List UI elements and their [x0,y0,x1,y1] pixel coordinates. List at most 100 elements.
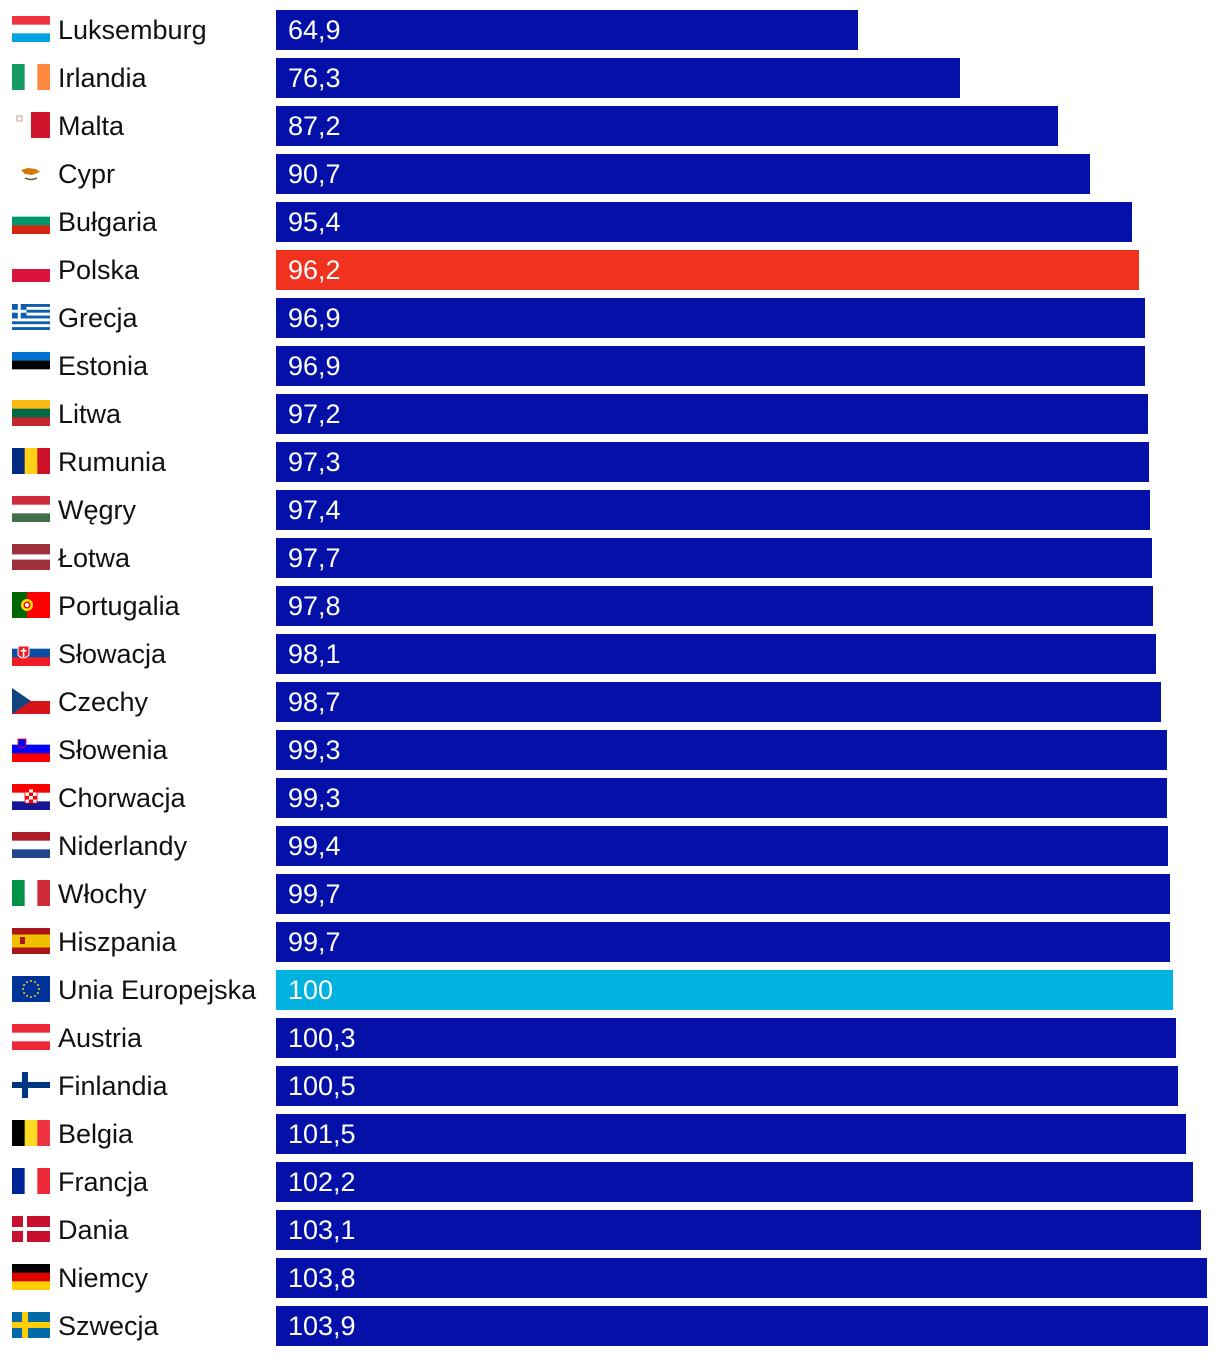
at-flag-icon [12,1024,50,1050]
category-label: Belgia [58,1119,134,1149]
bar [276,1306,1208,1346]
category-label: Niemcy [58,1263,149,1293]
hr-flag-icon [12,784,50,810]
data-label: 95,4 [288,207,341,237]
bar-row: Polska 96,2 [0,250,1220,290]
category-label: Chorwacja [58,783,186,813]
ro-flag-icon [12,448,50,474]
category-label: Niderlandy [58,831,188,861]
bar-row: Luksemburg 64,9 [0,10,1220,50]
category-label: Litwa [58,399,122,429]
data-label: 76,3 [288,63,341,93]
category-label: Węgry [58,495,137,525]
data-label: 100,5 [288,1071,356,1101]
bar-row: Litwa 97,2 [0,394,1220,434]
bar [276,826,1168,866]
category-label: Finlandia [58,1071,168,1101]
bar [276,1258,1207,1298]
bar-row: Estonia 96,9 [0,346,1220,386]
bar [276,106,1058,146]
data-label: 100 [288,975,334,1005]
data-label: 100,3 [288,1023,356,1053]
bar [276,1162,1193,1202]
fi-flag-icon [12,1072,50,1098]
bar-row: Dania 103,1 [0,1210,1220,1250]
bar [276,586,1153,626]
data-label: 87,2 [288,111,341,141]
bar [276,970,1173,1010]
category-label: Luksemburg [58,15,207,45]
data-label: 98,1 [288,639,341,669]
sk-flag-icon [12,640,50,666]
data-label: 101,5 [288,1119,356,1149]
bar [276,490,1150,530]
eu-flag-icon [12,976,50,1002]
category-label: Portugalia [58,591,180,621]
category-label: Bułgaria [58,207,158,237]
bar-row: Hiszpania 99,7 [0,922,1220,962]
bar-row: Rumunia 97,3 [0,442,1220,482]
data-label: 103,9 [288,1311,356,1341]
bar [276,634,1156,674]
data-label: 96,9 [288,351,341,381]
bar-row: Szwecja 103,9 [0,1306,1220,1346]
bar-row: Słowenia 99,3 [0,730,1220,770]
bar-row: Belgia 101,5 [0,1114,1220,1154]
data-label: 103,1 [288,1215,356,1245]
category-label: Hiszpania [58,927,177,957]
lu-flag-icon [12,16,50,42]
data-label: 102,2 [288,1167,356,1197]
pt-flag-icon [12,592,50,618]
si-flag-icon [12,736,50,762]
dk-flag-icon [12,1216,50,1242]
gr-flag-icon [12,304,50,330]
ee-flag-icon [12,352,50,378]
bar [276,154,1090,194]
bar [276,1114,1186,1154]
bar [276,922,1170,962]
category-label: Francja [58,1167,149,1197]
data-label: 64,9 [288,15,341,45]
bar-row: Grecja 96,9 [0,298,1220,338]
bar-row: Irlandia 76,3 [0,58,1220,98]
bar-row: Portugalia 97,8 [0,586,1220,626]
bar [276,538,1152,578]
category-label: Szwecja [58,1311,159,1341]
bar-row: Austria 100,3 [0,1018,1220,1058]
bar-row: Niderlandy 99,4 [0,826,1220,866]
cy-flag-icon [12,160,50,186]
es-flag-icon [12,928,50,954]
bar [276,250,1139,290]
category-label: Słowenia [58,735,168,765]
bar-row: Niemcy 103,8 [0,1258,1220,1298]
bar-row: Francja 102,2 [0,1162,1220,1202]
se-flag-icon [12,1312,50,1338]
bar [276,58,960,98]
bar [276,1018,1176,1058]
bar-row: Unia Europejska 100 [0,970,1220,1010]
data-label: 96,2 [288,255,341,285]
category-label: Grecja [58,303,138,333]
category-label: Rumunia [58,447,167,477]
category-label: Irlandia [58,63,147,93]
bar-row: Malta 87,2 [0,106,1220,146]
be-flag-icon [12,1120,50,1146]
bar-row: Słowacja 98,1 [0,634,1220,674]
category-label: Łotwa [58,543,131,573]
cz-flag-icon [12,688,50,714]
data-label: 96,9 [288,303,341,333]
bar [276,1210,1201,1250]
it-flag-icon [12,880,50,906]
data-label: 103,8 [288,1263,356,1293]
data-label: 90,7 [288,159,341,189]
bar-row: Włochy 99,7 [0,874,1220,914]
category-label: Polska [58,255,140,285]
pl-flag-icon [12,256,50,282]
lt-flag-icon [12,400,50,426]
data-label: 99,7 [288,927,341,957]
bar [276,874,1170,914]
bar [276,730,1167,770]
category-label: Czechy [58,687,149,717]
category-label: Cypr [58,159,116,189]
